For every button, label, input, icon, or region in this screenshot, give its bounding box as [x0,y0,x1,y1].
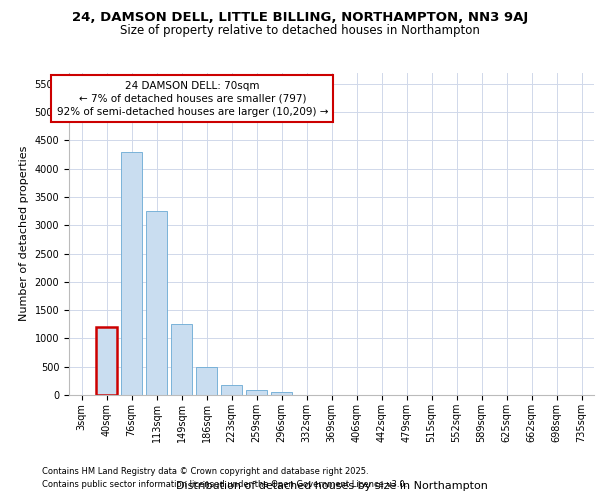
Text: Contains HM Land Registry data © Crown copyright and database right 2025.: Contains HM Land Registry data © Crown c… [42,467,368,476]
Bar [221,385,242,395]
Bar [246,390,267,395]
Bar [196,368,217,395]
Bar [171,324,192,395]
Text: 24, DAMSON DELL, LITTLE BILLING, NORTHAMPTON, NN3 9AJ: 24, DAMSON DELL, LITTLE BILLING, NORTHAM… [72,11,528,24]
X-axis label: Distribution of detached houses by size in Northampton: Distribution of detached houses by size … [176,481,487,491]
Text: Size of property relative to detached houses in Northampton: Size of property relative to detached ho… [120,24,480,37]
Bar [121,152,142,395]
Text: Contains public sector information licensed under the Open Government Licence v3: Contains public sector information licen… [42,480,407,489]
Bar [146,211,167,395]
Bar [271,392,292,395]
Y-axis label: Number of detached properties: Number of detached properties [19,146,29,322]
Bar [96,327,117,395]
Text: 24 DAMSON DELL: 70sqm
← 7% of detached houses are smaller (797)
92% of semi-deta: 24 DAMSON DELL: 70sqm ← 7% of detached h… [56,80,328,117]
